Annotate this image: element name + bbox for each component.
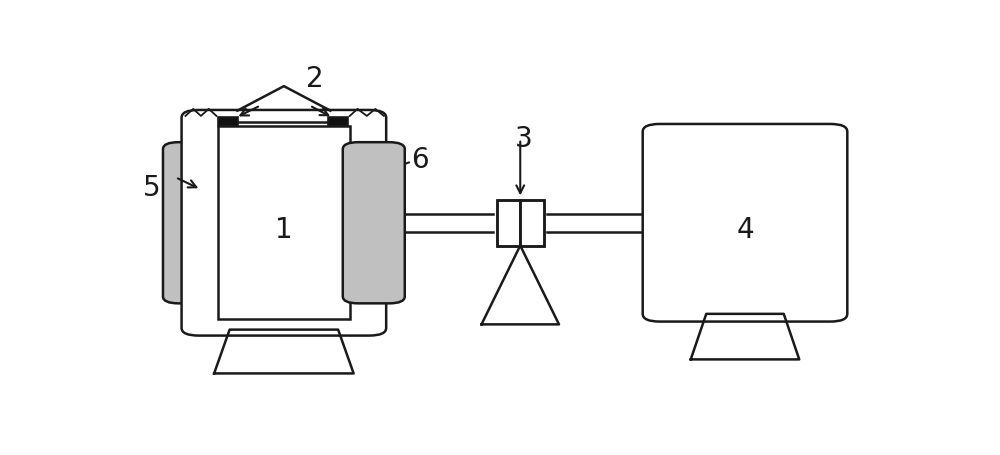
Bar [218, 126, 350, 319]
Bar [520, 200, 544, 246]
Bar [328, 117, 348, 126]
FancyBboxPatch shape [643, 124, 847, 322]
Text: 4: 4 [736, 216, 754, 244]
FancyBboxPatch shape [182, 110, 386, 336]
Text: 1: 1 [275, 216, 293, 244]
Text: 5: 5 [143, 174, 161, 202]
Text: 6: 6 [411, 146, 428, 174]
FancyBboxPatch shape [343, 142, 405, 303]
Bar [497, 200, 520, 246]
Bar [497, 200, 544, 246]
FancyBboxPatch shape [163, 142, 225, 303]
Text: 2: 2 [306, 65, 324, 93]
Text: 3: 3 [515, 125, 533, 153]
Bar [218, 117, 238, 126]
